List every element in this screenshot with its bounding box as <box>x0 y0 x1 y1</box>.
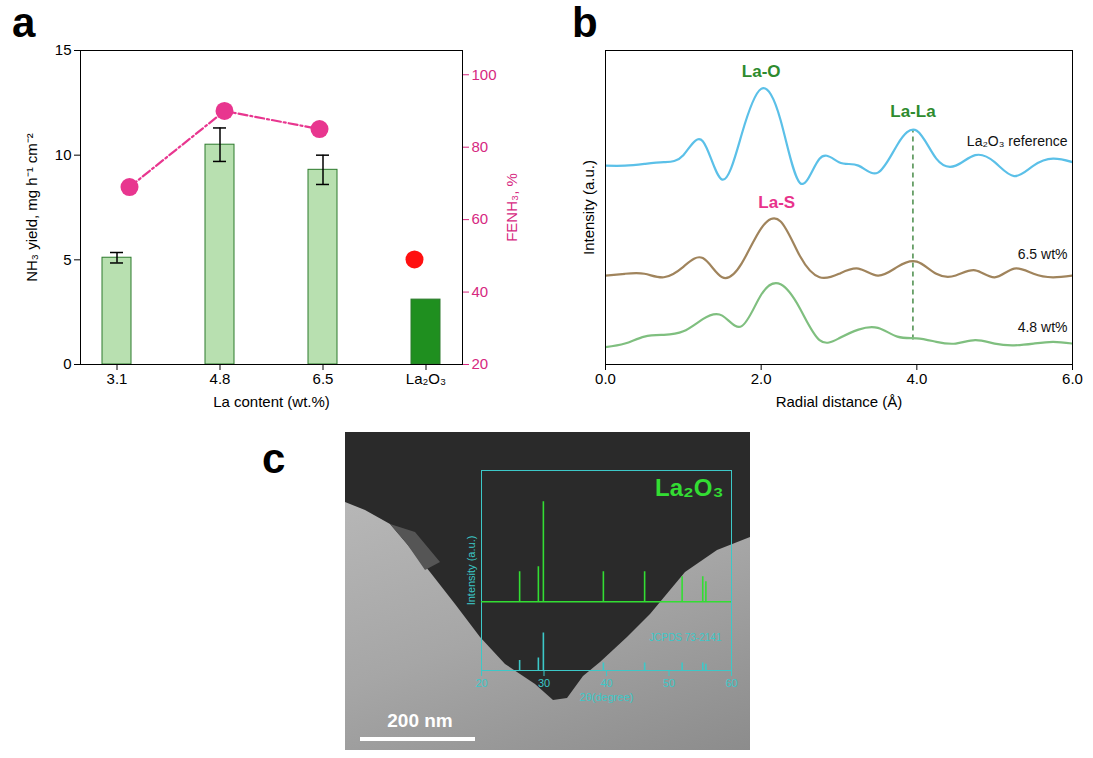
svg-text:NH₃ yield, mg h⁻¹ cm⁻²: NH₃ yield, mg h⁻¹ cm⁻² <box>23 133 40 282</box>
html-text:b: b <box>572 0 598 46</box>
svg-text:4.8 wt%: 4.8 wt% <box>1018 319 1068 335</box>
svg-text:60: 60 <box>472 210 489 227</box>
svg-text:4.8: 4.8 <box>210 370 231 387</box>
svg-text:40: 40 <box>600 677 612 689</box>
svg-text:0: 0 <box>63 355 71 372</box>
svg-text:3.1: 3.1 <box>107 370 128 387</box>
svg-text:La₂O₃: La₂O₃ <box>406 370 446 387</box>
html-text:a: a <box>12 0 36 46</box>
svg-text:20: 20 <box>472 355 489 372</box>
svg-text:10: 10 <box>55 146 72 163</box>
svg-text:La-O: La-O <box>742 62 781 81</box>
svg-text:20: 20 <box>475 677 487 689</box>
svg-text:50: 50 <box>663 677 675 689</box>
svg-text:Intensity (a.u.): Intensity (a.u.) <box>580 160 597 255</box>
svg-text:60: 60 <box>725 677 737 689</box>
svg-text:FENH₃, %: FENH₃, % <box>503 173 520 242</box>
svg-text:100: 100 <box>472 66 497 83</box>
html-text:200 nm: 200 nm <box>387 710 453 731</box>
svg-text:5: 5 <box>63 251 71 268</box>
svg-text:2θ(degree): 2θ(degree) <box>580 691 634 703</box>
svg-text:La-La: La-La <box>890 102 936 121</box>
svg-text:Intensity (a.u.): Intensity (a.u.) <box>465 536 477 606</box>
svg-text:Radial distance (Å): Radial distance (Å) <box>776 393 903 410</box>
svg-text:La₂O₃ reference: La₂O₃ reference <box>967 133 1068 149</box>
svg-text:La₂O₃: La₂O₃ <box>655 474 723 501</box>
svg-text:6.0: 6.0 <box>1062 370 1083 387</box>
svg-text:JCPDS 73-2141: JCPDS 73-2141 <box>649 632 722 643</box>
svg-text:0.0: 0.0 <box>595 370 616 387</box>
svg-text:6.5: 6.5 <box>313 370 334 387</box>
svg-text:La content (wt.%): La content (wt.%) <box>213 393 330 410</box>
svg-text:30: 30 <box>538 677 550 689</box>
svg-text:4.0: 4.0 <box>906 370 927 387</box>
svg-text:6.5 wt%: 6.5 wt% <box>1018 246 1068 262</box>
svg-text:15: 15 <box>55 41 72 58</box>
svg-text:80: 80 <box>472 138 489 155</box>
svg-text:40: 40 <box>472 283 489 300</box>
svg-text:La-S: La-S <box>758 193 795 212</box>
html-text:c: c <box>262 435 286 482</box>
svg-text:2.0: 2.0 <box>751 370 772 387</box>
